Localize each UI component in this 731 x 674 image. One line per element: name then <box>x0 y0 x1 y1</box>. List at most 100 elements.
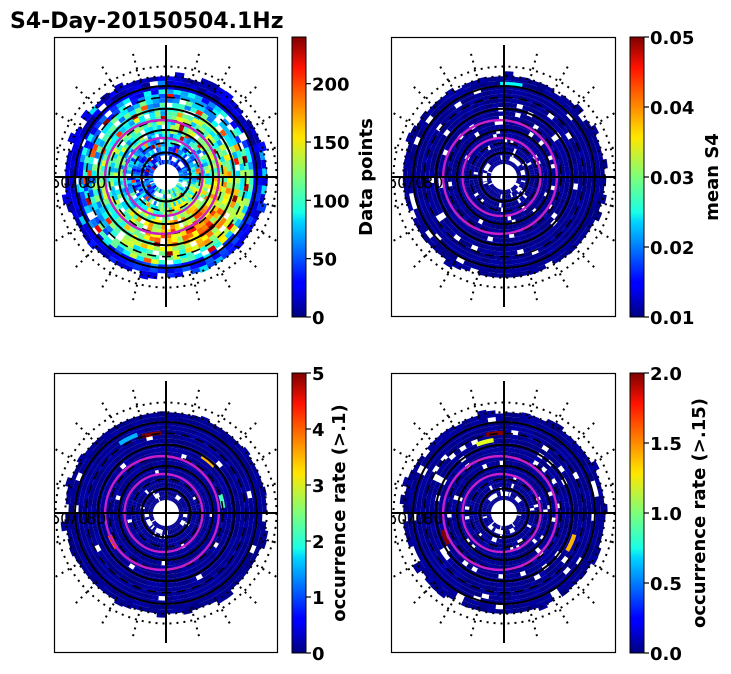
heatmap-cell <box>131 515 136 520</box>
heatmap-cell <box>559 197 566 205</box>
heatmap-cell <box>229 120 238 130</box>
heatmap-cell <box>453 112 462 120</box>
heatmap-cell <box>227 569 237 579</box>
heatmap-cell <box>199 245 208 253</box>
heatmap-cell <box>230 216 239 225</box>
heatmap-cell <box>561 212 569 220</box>
heatmap-cell <box>475 558 482 565</box>
heatmap-cell <box>476 246 485 254</box>
heatmap-cell <box>451 176 457 182</box>
heatmap-cell <box>471 151 478 157</box>
heatmap-cell <box>233 202 241 211</box>
heatmap-cell <box>543 220 551 228</box>
heatmap-cell <box>202 162 209 167</box>
heatmap-cell <box>109 441 119 450</box>
heatmap-cell <box>115 130 123 138</box>
heatmap-cell <box>449 190 455 197</box>
heatmap-cell <box>156 156 161 162</box>
heatmap-cell <box>168 495 171 501</box>
heatmap-cell <box>178 509 184 512</box>
heatmap-cell <box>149 524 154 529</box>
heatmap-cell <box>206 549 213 557</box>
heatmap-cell <box>180 566 187 573</box>
heatmap-cell <box>528 121 535 128</box>
heatmap-cell <box>106 144 114 152</box>
gap-cell <box>179 519 186 527</box>
heatmap-cell <box>162 159 165 165</box>
heatmap-cell <box>234 554 242 564</box>
heatmap-cell <box>221 533 228 541</box>
heatmap-cell <box>237 525 244 534</box>
heatmap-cell <box>516 171 521 174</box>
heatmap-cell <box>182 153 188 159</box>
heatmap-cell <box>234 546 242 555</box>
heatmap-cell <box>219 553 227 562</box>
heatmap-cell <box>180 185 185 190</box>
heatmap-cell <box>118 150 125 157</box>
heatmap-cell <box>93 465 102 474</box>
heatmap-cell <box>88 492 95 501</box>
heatmap-cell <box>508 560 514 566</box>
heatmap-cell <box>528 79 539 87</box>
heatmap-cell <box>172 187 176 193</box>
heatmap-cell <box>253 209 261 220</box>
heatmap-cell <box>195 109 204 117</box>
heatmap-cell <box>489 227 495 234</box>
heatmap-cell <box>482 489 488 495</box>
heatmap-cell <box>505 194 508 199</box>
heatmap-cell <box>213 167 219 173</box>
heatmap-cell <box>177 169 183 173</box>
heatmap-cell <box>567 145 575 154</box>
heatmap-cell <box>171 581 179 588</box>
heatmap-cell <box>89 485 97 494</box>
heatmap-cell <box>119 126 127 134</box>
heatmap-cell <box>486 522 491 527</box>
heatmap-cell <box>182 606 193 615</box>
heatmap-cell <box>134 576 143 583</box>
heatmap-cell <box>458 200 465 208</box>
heatmap-cell <box>162 189 165 195</box>
heatmap-cell <box>536 462 544 470</box>
heatmap-cell <box>457 206 464 214</box>
heatmap-cell <box>554 207 561 215</box>
heatmap-cell <box>133 219 140 227</box>
heatmap-cell <box>524 157 530 163</box>
heatmap-cell <box>211 455 219 464</box>
heatmap-cell <box>222 555 231 564</box>
heatmap-cell <box>587 208 595 218</box>
heatmap-cell <box>146 207 152 213</box>
heatmap-cell <box>174 191 179 196</box>
heatmap-cell <box>83 139 91 149</box>
heatmap-cell <box>516 178 522 181</box>
heatmap-cell <box>519 502 524 506</box>
heatmap-cell <box>137 490 143 496</box>
heatmap-cell <box>173 594 182 601</box>
heatmap-cell <box>483 537 489 544</box>
heatmap-cell <box>471 196 478 203</box>
heatmap-cell <box>587 136 595 146</box>
heatmap-cell <box>218 433 229 443</box>
heatmap-cell <box>148 186 153 191</box>
heatmap-cell <box>154 522 159 528</box>
heatmap-cell <box>421 205 429 215</box>
heatmap-cell <box>495 497 499 502</box>
heatmap-cell <box>190 166 196 171</box>
heatmap-cell <box>131 179 136 184</box>
heatmap-cell <box>528 183 534 188</box>
heatmap-cell <box>150 258 159 265</box>
heatmap-cell <box>549 119 557 128</box>
heatmap-cell <box>512 200 517 206</box>
heatmap-cell <box>416 118 426 129</box>
heatmap-cell <box>505 159 508 165</box>
heatmap-cell <box>516 173 522 176</box>
heatmap-cell <box>476 201 482 208</box>
heatmap-cell <box>438 171 443 177</box>
heatmap-cell <box>447 176 452 182</box>
heatmap-cell <box>206 213 213 221</box>
heatmap-cell <box>498 482 502 488</box>
heatmap-cell <box>518 533 524 539</box>
heatmap-cell <box>143 541 149 548</box>
heatmap-cell <box>169 525 172 530</box>
heatmap-cell <box>482 517 488 521</box>
heatmap-cell <box>166 447 172 452</box>
